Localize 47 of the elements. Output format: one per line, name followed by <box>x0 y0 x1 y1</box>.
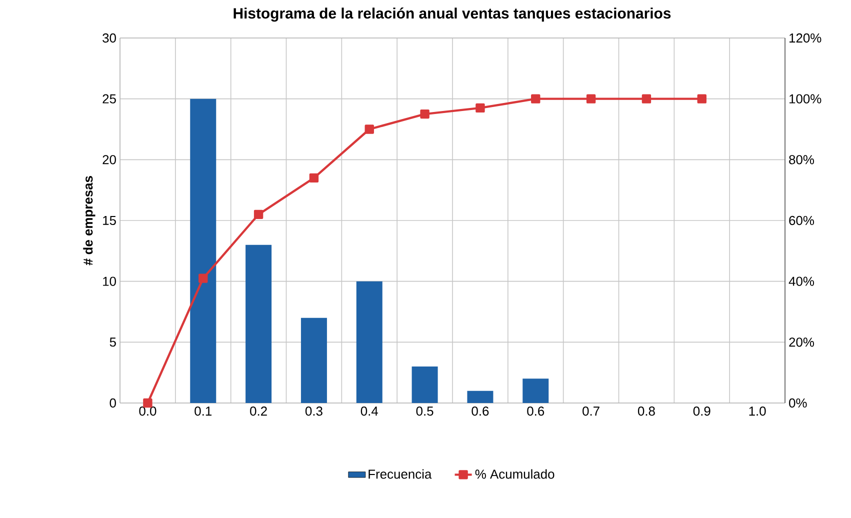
bar <box>190 98 216 403</box>
y2-tick-label: 100% <box>790 94 822 104</box>
y-tick-label: 25 <box>102 94 116 104</box>
x-tick-label: 1.0 <box>749 406 766 416</box>
bar <box>412 366 438 403</box>
x-tick-label: 0.6 <box>472 406 489 416</box>
point <box>309 173 319 183</box>
legend-label: Frecuencia <box>368 469 432 479</box>
bar <box>522 378 549 403</box>
x-tick-label: 0.2 <box>250 406 267 416</box>
y2-tick-label: 80% <box>789 155 814 164</box>
y-axis-title: # de empresas <box>83 176 96 266</box>
y2-tick-label: 120% <box>790 33 822 43</box>
point <box>531 94 540 104</box>
bar <box>300 318 327 403</box>
point <box>364 124 374 134</box>
point <box>198 274 208 283</box>
point <box>476 103 485 113</box>
bar <box>246 244 272 403</box>
x-tick-label: 0.7 <box>582 406 600 416</box>
y2-tick-label: 40% <box>788 276 814 286</box>
x-tick-label: 0.5 <box>416 406 434 416</box>
point <box>420 109 430 119</box>
x-tick-label: 0.6 <box>527 406 544 416</box>
y-tick-label: 10 <box>103 276 116 286</box>
point <box>254 210 264 220</box>
chart-title: Histograma de la relación anual ventas tanques estacionarios <box>234 8 671 22</box>
bar <box>356 281 382 403</box>
legend-label: % Acumulado <box>475 469 554 479</box>
point <box>642 94 652 104</box>
bar <box>467 390 494 403</box>
y-tick-label: 20 <box>102 155 116 164</box>
point <box>586 94 596 104</box>
x-tick-label: 0.8 <box>638 406 655 416</box>
y-tick-label: 15 <box>103 216 116 226</box>
point <box>697 94 706 104</box>
x-tick-label: 0.9 <box>693 406 710 416</box>
x-tick-label: 0.4 <box>360 406 378 416</box>
y-tick-label: 0 <box>110 398 116 408</box>
y2-tick-label: 60% <box>789 216 814 226</box>
y2-tick-label: 0% <box>789 398 807 408</box>
y-tick-label: 30 <box>102 33 116 43</box>
y-tick-label: 5 <box>110 338 116 347</box>
x-tick-label: 0.1 <box>194 406 212 416</box>
x-tick-label: 0.3 <box>305 406 322 416</box>
x-tick-label: 0.0 <box>139 406 156 416</box>
y2-tick-label: 20% <box>789 338 814 347</box>
